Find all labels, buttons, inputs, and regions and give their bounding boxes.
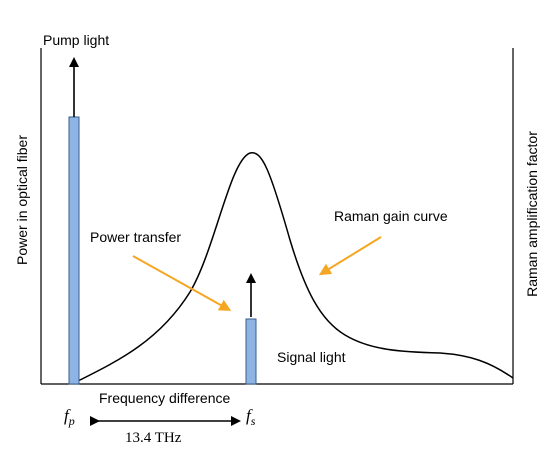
frequency-shift-label: 13.4 THz [125,430,182,446]
fs-label: fs [246,406,256,428]
pump-bar [68,116,80,385]
power-transfer-label: Power transfer [90,229,181,245]
power-transfer-arrow [132,255,232,311]
signal-bar [245,318,257,385]
fs-sub: s [251,414,256,428]
gain-curve-pointer-arrow [318,236,382,276]
fp-label: fp [64,406,75,428]
raman-gain-curve-label: Raman gain curve [334,208,448,224]
fp-sub: p [68,414,75,428]
y-right-label: Raman amplification factor [524,131,540,297]
fp-base: f [64,406,71,425]
raman-gain-curve [77,152,514,382]
signal-light-label: Signal light [277,349,346,365]
pump-light-label: Pump light [43,32,109,48]
frequency-difference-label: Frequency difference [99,390,230,406]
y-left-label: Power in optical fiber [14,135,30,265]
fs-base: f [246,406,253,425]
